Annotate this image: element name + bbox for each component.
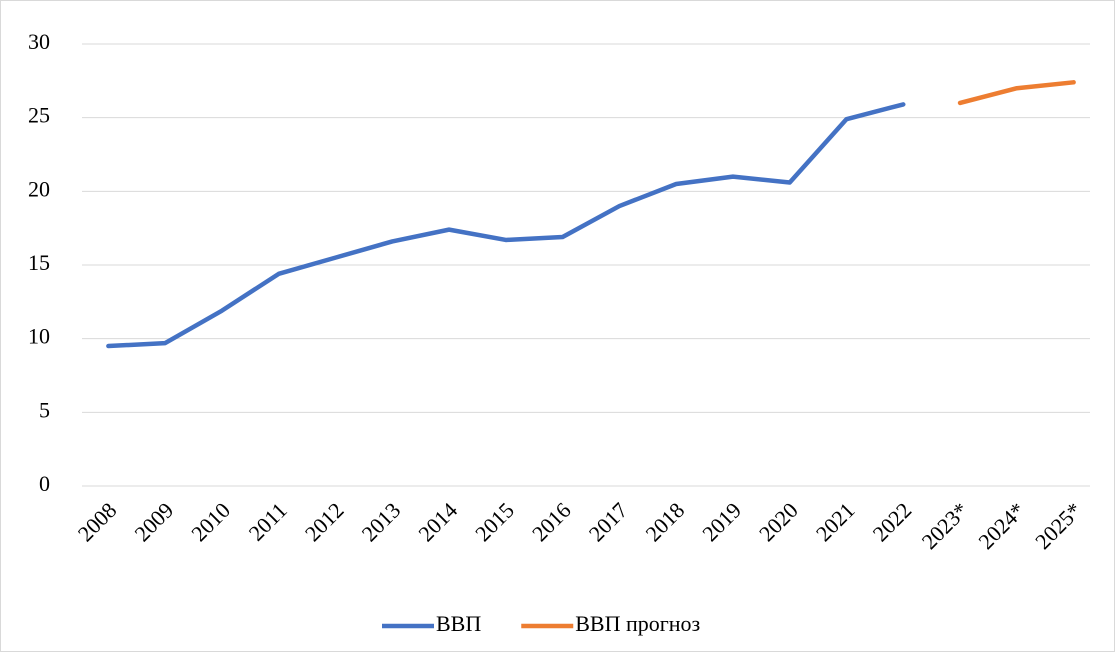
y-tick-label: 25 [28,103,50,128]
legend-label: ВВП прогноз [575,611,700,636]
y-tick-label: 20 [28,176,50,201]
series-line [106,102,906,349]
series-line [957,80,1076,106]
legend-label: ВВП [436,611,481,636]
y-tick-label: 15 [28,250,50,275]
y-tick-label: 5 [39,397,50,422]
y-tick-label: 0 [39,471,50,496]
y-tick-label: 10 [28,324,50,349]
y-tick-label: 30 [28,29,50,54]
